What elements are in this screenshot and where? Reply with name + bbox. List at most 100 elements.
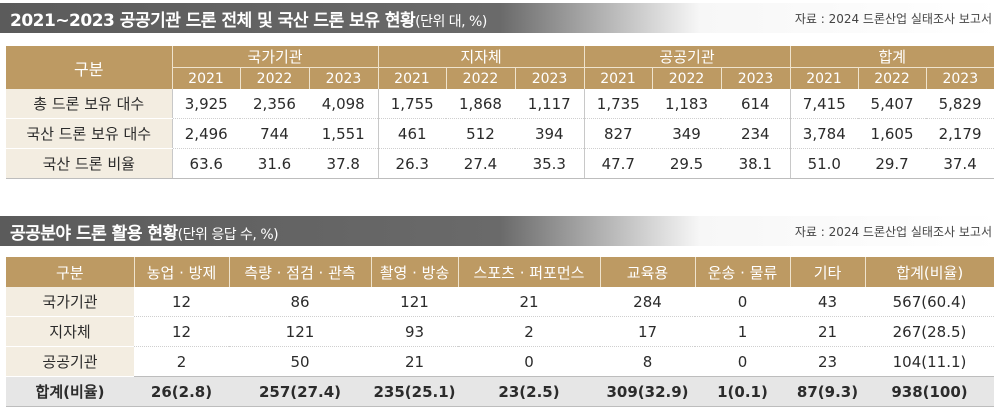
table-cell: 5,829 <box>926 89 995 119</box>
total-row: 합계(비율) 26(2.8) 257(27.4) 235(25.1) 23(2.… <box>6 376 994 407</box>
drone-usage-table: 구분 농업 · 방제 측량 · 점검 · 관측 촬영 · 방송 스포츠 · 퍼포… <box>6 257 994 407</box>
table-cell: 3,784 <box>789 118 859 149</box>
table-cell: 0 <box>695 287 790 317</box>
table-cell: 0 <box>458 346 600 377</box>
table-cell: 21 <box>790 316 865 347</box>
year-header: 2021 <box>377 67 446 89</box>
table-cell: 29.5 <box>652 148 722 179</box>
table-cell: 17 <box>600 316 695 347</box>
table-cell: 51.0 <box>789 148 859 179</box>
section1-title: 2021~2023 공공기관 드론 전체 및 국산 드론 보유 현황(단위 대,… <box>0 6 487 31</box>
section1-title-text: 2021~2023 공공기관 드론 전체 및 국산 드론 보유 현황 <box>10 10 416 31</box>
table-cell: 35.3 <box>515 148 585 179</box>
column-header: 구분 <box>6 257 134 287</box>
section1-title-bar: 2021~2023 공공기관 드론 전체 및 국산 드론 보유 현황(단위 대,… <box>0 3 1000 33</box>
section1-source: 자료 : 2024 드론산업 실태조사 보고서 <box>794 12 992 26</box>
table-cell: 1,755 <box>377 89 446 119</box>
table-cell: 1,551 <box>309 118 378 149</box>
table-cell: 43 <box>790 287 865 317</box>
year-header: 2022 <box>651 67 722 89</box>
table-cell: 23(2.5) <box>458 376 600 407</box>
table-cell: 26(2.8) <box>134 376 229 407</box>
year-header: 2023 <box>720 67 791 89</box>
table-cell: 235(25.1) <box>371 376 458 407</box>
table-cell: 4,098 <box>309 89 378 119</box>
table-cell: 567(60.4) <box>865 287 994 317</box>
group-header-total: 합계 <box>789 46 995 68</box>
table-row: 공공기관 2 50 21 0 8 0 23 104(11.1) <box>6 346 994 377</box>
table-cell: 309(32.9) <box>600 376 695 407</box>
table-cell: 349 <box>652 118 722 149</box>
table-cell: 29.7 <box>858 148 927 179</box>
table-cell: 21 <box>458 287 600 317</box>
row-label: 합계(비율) <box>6 376 134 407</box>
section1-unit: (단위 대, %) <box>415 13 487 30</box>
column-header: 촬영 · 방송 <box>370 257 458 287</box>
row-label: 지자체 <box>6 316 134 347</box>
year-header: 2021 <box>583 67 653 89</box>
year-header: 2022 <box>239 67 309 89</box>
table-cell: 5,407 <box>858 89 927 119</box>
table-cell: 27.4 <box>446 148 515 179</box>
year-header: 2022 <box>445 67 515 89</box>
table-cell: 1 <box>695 316 790 347</box>
table-cell: 284 <box>600 287 695 317</box>
column-header: 측량 · 점검 · 관측 <box>228 257 371 287</box>
row-label: 국산 드론 비율 <box>6 148 172 179</box>
table-cell: 86 <box>229 287 371 317</box>
row-label: 총 드론 보유 대수 <box>6 89 172 119</box>
table-cell: 7,415 <box>789 89 859 119</box>
column-header: 교육용 <box>599 257 695 287</box>
year-header: 2023 <box>308 67 378 89</box>
year-header: 2023 <box>514 67 585 89</box>
table-cell: 827 <box>583 118 653 149</box>
table-cell: 234 <box>721 118 791 149</box>
year-header: 2021 <box>789 67 859 89</box>
table-cell: 37.4 <box>926 148 995 179</box>
year-header: 2023 <box>925 67 995 89</box>
table-cell: 87(9.3) <box>790 376 865 407</box>
table-cell: 121 <box>229 316 371 347</box>
header-row: 구분 농업 · 방제 측량 · 점검 · 관측 촬영 · 방송 스포츠 · 퍼포… <box>6 257 994 287</box>
table-cell: 21 <box>371 346 458 377</box>
section2-title-bar: 공공분야 드론 활용 현황(단위 응답 수, %) 자료 : 2024 드론산업… <box>0 216 1000 246</box>
table-row: 국가기관 12 86 121 21 284 0 43 567(60.4) <box>6 287 994 317</box>
table-cell: 12 <box>134 287 229 317</box>
row-label: 국가기관 <box>6 287 134 317</box>
table-cell: 1,605 <box>858 118 927 149</box>
row-label: 국산 드론 보유 대수 <box>6 118 172 149</box>
header-row-years: 2021 2022 2023 2021 2022 2023 2021 2022 … <box>6 67 995 89</box>
table-cell: 2,356 <box>240 89 309 119</box>
table-row: 국산 드론 비율 63.6 31.6 37.8 26.3 27.4 35.3 4… <box>6 148 995 179</box>
table-row: 국산 드론 보유 대수 2,496 744 1,551 461 512 394 … <box>6 118 995 149</box>
table-cell: 394 <box>515 118 585 149</box>
table-cell: 267(28.5) <box>865 316 994 347</box>
column-header: 합계(비율) <box>864 257 994 287</box>
table-cell: 1,183 <box>652 89 722 119</box>
table-cell: 2 <box>134 346 229 377</box>
table-cell: 744 <box>240 118 309 149</box>
table-cell: 3,925 <box>171 89 240 119</box>
header-row-groups: 구분 국가기관 지자체 공공기관 합계 <box>6 46 995 89</box>
table-cell: 121 <box>371 287 458 317</box>
section2-unit: (단위 응답 수, %) <box>177 226 279 243</box>
table-cell: 12 <box>134 316 229 347</box>
table-cell: 31.6 <box>240 148 309 179</box>
table-cell: 63.6 <box>171 148 240 179</box>
table-cell: 37.8 <box>309 148 378 179</box>
group-header-public: 공공기관 <box>583 46 791 68</box>
table-cell: 8 <box>600 346 695 377</box>
row-label: 공공기관 <box>6 346 134 377</box>
table-cell: 2,179 <box>926 118 995 149</box>
section2-title-text: 공공분야 드론 활용 현황 <box>10 223 178 244</box>
table-cell: 1,117 <box>515 89 585 119</box>
table-cell: 1(0.1) <box>695 376 790 407</box>
table-cell: 93 <box>371 316 458 347</box>
table-cell: 614 <box>721 89 791 119</box>
table-cell: 23 <box>790 346 865 377</box>
row-header-label: 구분 <box>6 46 172 89</box>
table-cell: 1,868 <box>446 89 515 119</box>
column-header: 스포츠 · 퍼포먼스 <box>457 257 600 287</box>
column-header: 농업 · 방제 <box>133 257 229 287</box>
group-header-local: 지자체 <box>377 46 585 68</box>
